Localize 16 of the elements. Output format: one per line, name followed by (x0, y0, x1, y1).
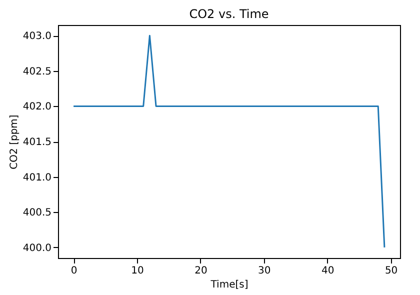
y-tick-label: 401.5 (22, 137, 52, 148)
x-tick-label: 0 (70, 266, 78, 276)
x-tick-label: 30 (258, 266, 271, 276)
y-tick-label: 401.0 (22, 172, 52, 184)
x-tick-label: 40 (321, 266, 334, 276)
y-tick-label: 402.0 (22, 102, 52, 113)
y-tick-label: 402.5 (22, 66, 52, 78)
x-tick-label: 10 (131, 266, 144, 276)
x-tick-label: 20 (194, 266, 208, 276)
y-tick-label: 400.5 (22, 208, 52, 219)
y-tick-label: 403.0 (22, 31, 52, 42)
y-axis-title: CO2 [ppm] (8, 114, 20, 170)
x-tick-label: 50 (384, 266, 398, 276)
y-tick-label: 400.0 (22, 242, 52, 254)
x-axis-title: Time[s] (210, 280, 248, 290)
chart-title: CO2 vs. Time (189, 7, 269, 21)
